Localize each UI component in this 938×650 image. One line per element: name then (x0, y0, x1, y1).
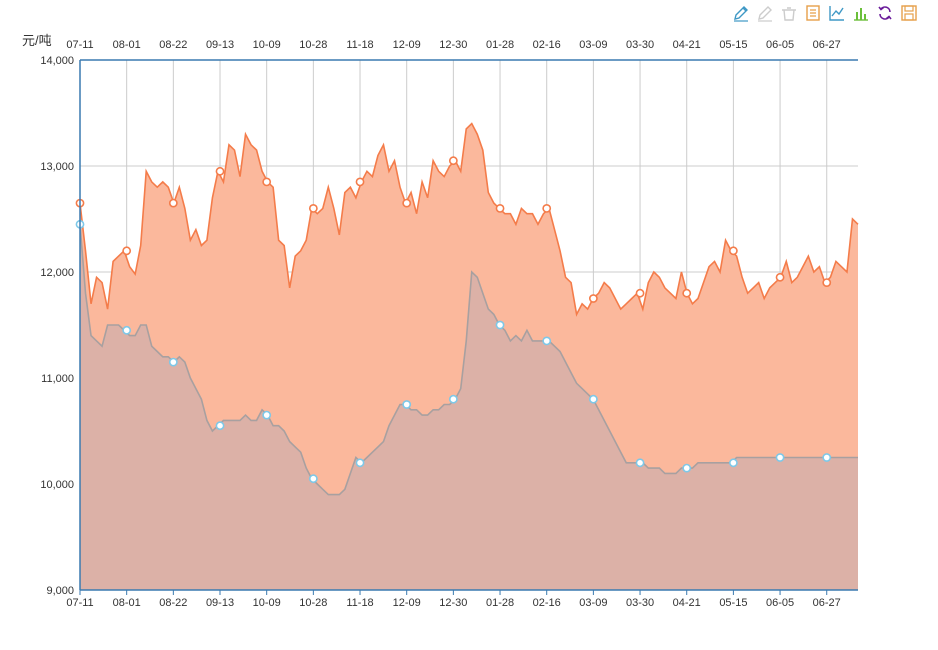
x-tick-label-bottom: 03-30 (626, 597, 654, 609)
x-tick-label-top: 06-05 (766, 39, 794, 51)
series-1-point (308, 474, 318, 484)
clear-marks-icon[interactable] (780, 4, 798, 22)
series-1-point (588, 394, 598, 404)
x-tick-label-bottom: 04-21 (673, 597, 701, 609)
x-tick-label-top: 08-22 (159, 39, 187, 51)
series-1-point (682, 463, 692, 473)
series-1-point (542, 336, 552, 346)
x-tick-label-top: 04-21 (673, 39, 701, 51)
series-1-point (728, 458, 738, 468)
x-tick-label-bottom: 03-09 (579, 597, 607, 609)
series-1-point (775, 453, 785, 462)
series-line-1 (79, 224, 858, 496)
x-tick-label-top: 02-16 (533, 39, 561, 51)
x-tick-label-bottom: 10-09 (253, 597, 281, 609)
mark-pen-icon[interactable] (732, 4, 750, 22)
series-0-point (682, 288, 692, 298)
series-0-point (728, 246, 738, 256)
series-0-point (822, 278, 832, 287)
series-0-point (168, 198, 178, 208)
x-tick-label-top: 12-09 (393, 39, 421, 51)
x-tick-label-bottom: 05-15 (719, 597, 747, 609)
series-0-point (402, 198, 412, 208)
x-tick-label-bottom: 09-13 (206, 597, 234, 609)
x-tick-label-bottom: 06-27 (813, 597, 841, 609)
series-1-point (168, 357, 178, 367)
series-0-point (775, 272, 785, 282)
x-tick-label-bottom: 01-28 (486, 597, 514, 609)
x-tick-label-bottom: 12-09 (393, 597, 421, 609)
y-tick-label: 14,000 (40, 55, 74, 67)
x-tick-label-bottom: 08-22 (159, 597, 187, 609)
x-tick-label-bottom: 08-01 (113, 597, 141, 609)
series-1-point (495, 320, 505, 330)
data-view-icon[interactable] (804, 4, 822, 22)
save-image-icon[interactable] (900, 4, 918, 22)
x-tick-label-top: 01-28 (486, 39, 514, 51)
y-tick-label: 10,000 (40, 479, 74, 491)
series-1-point (635, 458, 645, 468)
series-0-point (495, 203, 505, 213)
x-tick-label-top: 03-09 (579, 39, 607, 51)
series-0-point (542, 203, 552, 213)
x-tick-label-top: 10-28 (299, 39, 327, 51)
series-1-point (215, 421, 225, 431)
x-tick-label-top: 05-15 (719, 39, 747, 51)
x-tick-label-bottom: 11-18 (346, 597, 373, 609)
series-1-point (355, 458, 365, 468)
eraser-icon[interactable] (756, 4, 774, 22)
series-1-point (402, 400, 412, 409)
x-tick-label-bottom: 07-11 (66, 597, 93, 609)
series-1-point (122, 325, 132, 335)
series-0-point (355, 177, 365, 187)
series-0-point (448, 156, 458, 166)
x-tick-label-top: 03-30 (626, 39, 654, 51)
series-1-point (822, 453, 832, 462)
series-0-point (635, 288, 645, 298)
chart-toolbar (732, 4, 918, 24)
series-0-point (308, 203, 318, 213)
y-tick-label: 11,000 (41, 373, 74, 385)
restore-icon[interactable] (876, 4, 894, 22)
line-chart-icon[interactable] (828, 4, 846, 22)
y-tick-label: 13,000 (40, 161, 74, 173)
y-tick-label: 12,000 (40, 267, 74, 279)
y-unit-label: 元/吨 (22, 33, 52, 48)
series-0-point (262, 177, 272, 187)
series-0-point (122, 246, 132, 256)
series-1-point (262, 410, 272, 420)
x-tick-label-bottom: 12-30 (439, 597, 467, 609)
x-tick-label-top: 12-30 (439, 39, 467, 51)
series-0-point (588, 294, 598, 303)
series-0-point (215, 166, 225, 176)
x-tick-label-top: 08-01 (113, 39, 141, 51)
bar-chart-icon[interactable] (852, 4, 870, 22)
x-tick-label-top: 09-13 (206, 39, 234, 51)
x-tick-label-bottom: 06-05 (766, 597, 794, 609)
x-tick-label-top: 06-27 (813, 39, 841, 51)
x-tick-label-top: 11-18 (346, 39, 373, 51)
x-tick-label-top: 07-11 (66, 39, 93, 51)
x-tick-label-bottom: 02-16 (533, 597, 561, 609)
series-1-point (448, 394, 458, 404)
x-tick-label-top: 10-09 (253, 39, 281, 51)
series-line-0 (79, 122, 859, 317)
x-tick-label-bottom: 10-28 (299, 597, 327, 609)
y-tick-label: 9,000 (46, 585, 74, 597)
series-area-1 (80, 224, 858, 591)
